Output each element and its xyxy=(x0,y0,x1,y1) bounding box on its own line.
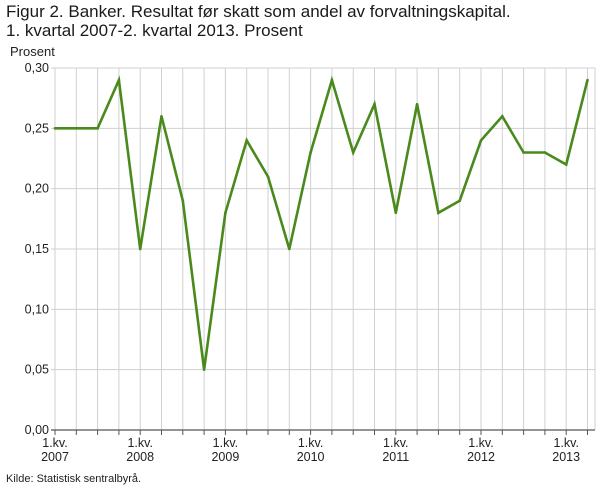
chart-title-line1: Figur 2. Banker. Resultat før skatt som … xyxy=(6,2,511,21)
x-tick-labels: 1.kv.20071.kv.20081.kv.20091.kv.20101.kv… xyxy=(41,436,580,464)
data-point xyxy=(288,247,291,251)
y-axis-label: Prosent xyxy=(10,44,55,59)
data-point xyxy=(202,368,206,371)
x-tick-label: 1.kv. xyxy=(42,436,67,450)
data-point xyxy=(138,247,142,251)
y-tick-labels: 0,00 0,05 0,10 0,15 0,20 0,25 0,30 xyxy=(25,61,49,437)
axes xyxy=(51,429,595,435)
data-point xyxy=(224,211,227,215)
data-point xyxy=(266,175,270,178)
data-point xyxy=(415,102,419,106)
data-point xyxy=(245,139,248,142)
x-tick-label: 1.kv. xyxy=(127,436,152,450)
x-tick-label-year: 2007 xyxy=(41,450,69,464)
data-point xyxy=(501,114,504,118)
data-point xyxy=(117,78,121,82)
data-point xyxy=(543,151,547,154)
grid-lines xyxy=(51,67,596,430)
x-tick-label-year: 2010 xyxy=(297,450,325,464)
x-tick-label-year: 2009 xyxy=(211,450,239,464)
data-point xyxy=(96,127,99,130)
data-point xyxy=(373,102,376,106)
y-tick-label: 0,25 xyxy=(25,121,49,135)
x-tick-label: 1.kv. xyxy=(468,436,493,450)
y-tick-label: 0,00 xyxy=(25,423,49,437)
y-tick-label: 0,15 xyxy=(25,242,49,256)
data-point xyxy=(479,139,483,142)
data-point xyxy=(309,151,312,154)
x-tick-label-year: 2008 xyxy=(126,450,154,464)
data-point xyxy=(458,199,462,203)
data-point xyxy=(437,211,440,215)
data-point xyxy=(330,78,334,82)
y-tick-label: 0,30 xyxy=(25,61,49,75)
x-tick-label: 1.kv. xyxy=(298,436,323,450)
data-point xyxy=(181,199,185,203)
series-layer xyxy=(53,75,589,371)
x-tick-label: 1.kv. xyxy=(553,436,578,450)
x-tick-label: 1.kv. xyxy=(383,436,408,450)
source-note: Kilde: Statistisk sentralbyrå. xyxy=(6,473,142,485)
x-tick-label-year: 2011 xyxy=(382,450,409,464)
data-point xyxy=(586,78,589,82)
y-tick-label: 0,10 xyxy=(25,302,49,316)
data-point xyxy=(564,163,568,166)
x-tick-label: 1.kv. xyxy=(213,436,238,450)
y-tick-label: 0,05 xyxy=(25,363,49,377)
data-point xyxy=(75,127,78,130)
x-tick-label-year: 2013 xyxy=(552,450,580,464)
data-point xyxy=(394,211,398,215)
series-line xyxy=(55,75,589,370)
y-tick-label: 0,20 xyxy=(25,182,49,196)
data-point xyxy=(53,127,57,130)
data-point xyxy=(522,151,525,154)
chart-title-line2: 1. kvartal 2007-2. kvartal 2013. Prosent xyxy=(6,21,303,40)
x-tick-label-year: 2012 xyxy=(467,450,495,464)
data-point xyxy=(351,151,355,154)
chart-title: Figur 2. Banker. Resultat før skatt som … xyxy=(6,2,606,40)
data-point xyxy=(160,114,163,118)
